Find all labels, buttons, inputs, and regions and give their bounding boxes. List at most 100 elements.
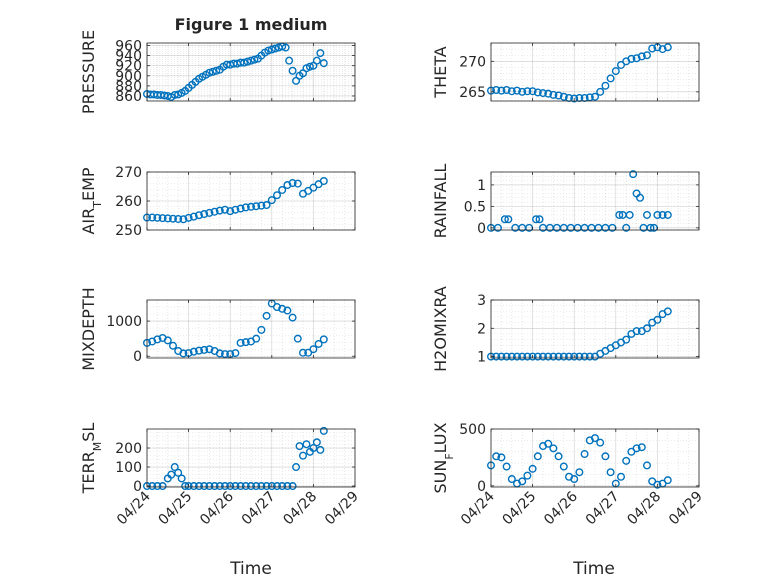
terr-msl-point — [167, 470, 176, 479]
terr-msl-ytick-label: 100 — [115, 460, 142, 476]
pressure-point — [305, 62, 314, 71]
air-temp-ytick-label: 250 — [115, 223, 142, 239]
rainfall-point — [663, 210, 672, 219]
h2omixra-ytick-label: 1 — [477, 350, 486, 366]
h2omixra-point — [663, 307, 672, 316]
terr-msl-point — [241, 482, 250, 491]
terr-msl-series — [142, 426, 328, 491]
terr-msl-point — [288, 482, 297, 491]
h2omixra-point — [549, 352, 558, 361]
mixdepth-point — [273, 303, 282, 312]
terr-msl-point — [200, 482, 209, 491]
air-temp-point — [288, 179, 297, 188]
sun-flux-point — [554, 452, 563, 461]
air-temp-point — [267, 196, 276, 205]
theta-axes-box — [490, 42, 700, 102]
terr-msl-point — [246, 482, 255, 491]
rainfall-axes-box — [490, 171, 700, 231]
air-temp-point — [257, 201, 266, 210]
pressure-point — [208, 67, 217, 76]
rainfall-point — [653, 210, 662, 219]
mixdepth-point — [293, 334, 302, 343]
h2omixra-axes-box — [490, 299, 700, 359]
sun-flux-xtick-label: 04/28 — [624, 489, 664, 529]
sun-flux-point — [575, 468, 584, 477]
theta-point — [492, 86, 501, 95]
rainfall-point — [622, 223, 631, 232]
pressure-ytick-label: 880 — [115, 79, 142, 95]
pressure-ytick-label: 900 — [115, 69, 142, 85]
theta-point — [559, 92, 568, 101]
pressure-ytick-label: 920 — [115, 59, 142, 75]
air-temp-point — [179, 215, 188, 224]
h2omixra-point — [544, 352, 553, 361]
theta-series — [487, 43, 672, 103]
mixdepth-point — [314, 339, 323, 348]
terr-msl-point — [252, 482, 261, 491]
theta-point — [643, 51, 652, 60]
sun-flux-point — [596, 438, 605, 447]
h2omixra-point — [632, 327, 641, 336]
sun-flux-point — [497, 453, 506, 462]
terr-msl-point — [236, 482, 245, 491]
mixdepth-point — [283, 306, 292, 315]
air-temp-point — [158, 214, 167, 223]
sun-flux-xtick-label: 04/27 — [583, 489, 623, 529]
x-axis-label-right: Time — [572, 559, 615, 579]
h2omixra-point — [565, 352, 574, 361]
terr-msl-point — [231, 482, 240, 491]
mixdepth-series — [142, 299, 328, 359]
theta-point — [513, 86, 522, 95]
pressure-series — [142, 42, 328, 101]
theta-point — [502, 86, 511, 95]
terr-msl-point — [153, 482, 162, 491]
mixdepth-point — [319, 335, 328, 344]
theta-subplot: 265 270 THETA — [431, 42, 700, 103]
terr-msl-point — [316, 445, 325, 454]
mixdepth-point — [236, 338, 245, 347]
terr-msl-xtick-label: 04/26 — [197, 488, 237, 528]
pressure-point — [267, 45, 276, 54]
h2omixra-point — [523, 352, 532, 361]
air-temp-point — [174, 214, 183, 223]
air-temp-subplot: 250 260 270 AIRTEMP — [79, 165, 356, 239]
mixdepth-point — [194, 346, 203, 355]
pressure-grid — [146, 43, 356, 101]
sun-flux-point — [518, 477, 527, 486]
terr-msl-point — [302, 440, 311, 449]
h2omixra-point — [507, 352, 516, 361]
air-temp-point — [168, 214, 177, 223]
mixdepth-point — [309, 345, 318, 354]
terr-msl-ylabel: TERRMSL — [79, 423, 104, 495]
air-temp-point — [293, 179, 302, 188]
rainfall-point — [658, 210, 667, 219]
theta-point — [627, 54, 636, 63]
terr-msl-point — [267, 482, 276, 491]
sun-flux-ytick-label: 500 — [459, 422, 486, 438]
theta-point — [591, 92, 600, 101]
air-temp-point — [278, 185, 287, 194]
theta-point — [533, 88, 542, 97]
air-temp-point — [163, 214, 172, 223]
theta-point — [596, 87, 605, 96]
sun-flux-point — [507, 475, 516, 484]
rainfall-point — [535, 215, 544, 224]
pressure-point — [316, 49, 325, 58]
sun-flux-point — [653, 480, 662, 489]
h2omixra-point — [528, 352, 537, 361]
h2omixra-point — [653, 315, 662, 324]
pressure-point — [319, 59, 328, 68]
mixdepth-point — [278, 304, 287, 313]
sun-flux-point — [601, 452, 610, 461]
h2omixra-point — [643, 324, 652, 333]
air-temp-point — [220, 205, 229, 214]
terr-msl-point — [174, 468, 183, 477]
mixdepth-point — [168, 341, 177, 350]
rainfall-point — [629, 170, 638, 179]
air-temp-series — [142, 176, 328, 224]
theta-point — [544, 89, 553, 98]
theta-point — [507, 87, 516, 96]
rainfall-point — [646, 223, 655, 232]
